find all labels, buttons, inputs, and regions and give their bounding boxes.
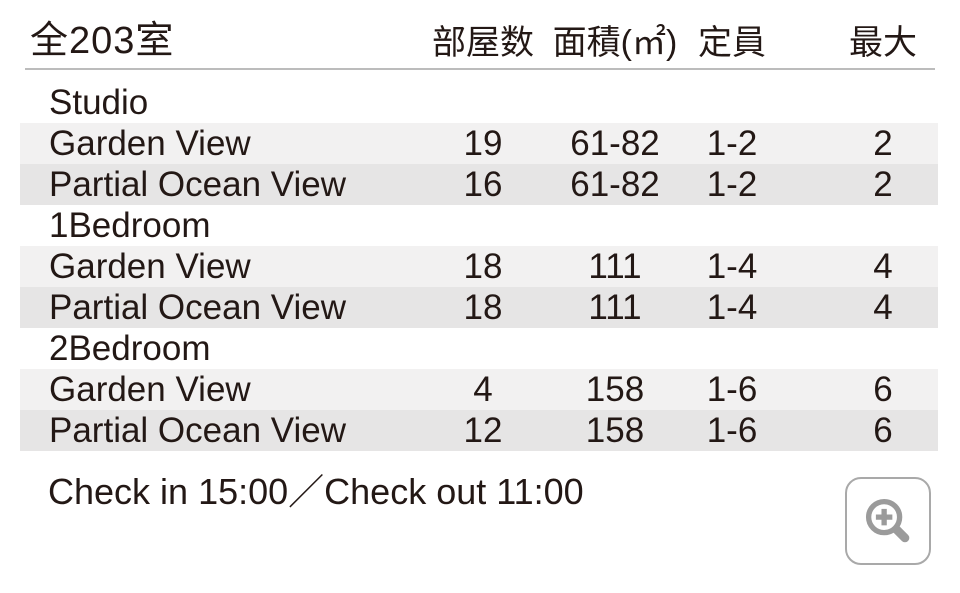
rooms-count: 4 bbox=[473, 370, 493, 409]
capacity-value: 1-6 bbox=[706, 370, 758, 409]
table-row: Garden View 19 61-82 1-2 2 bbox=[20, 123, 938, 164]
max-value: 4 bbox=[873, 288, 893, 327]
zoom-in-icon bbox=[865, 498, 910, 543]
column-header-rooms: 部屋数 bbox=[432, 24, 534, 62]
room-type-label: Garden View bbox=[49, 370, 251, 409]
max-value: 6 bbox=[873, 370, 893, 409]
room-type-label: Partial Ocean View bbox=[49, 288, 347, 327]
checkin-checkout-note: Check in 15:00／Check out 11:00 bbox=[48, 471, 584, 512]
capacity-value: 1-2 bbox=[706, 124, 758, 163]
room-type-label: Garden View bbox=[49, 124, 251, 163]
capacity-value: 1-6 bbox=[706, 411, 758, 450]
area-value: 61-82 bbox=[570, 165, 660, 204]
table-row: Garden View 4 158 1-6 6 bbox=[20, 369, 938, 410]
table-row: Garden View 18 111 1-4 4 bbox=[20, 246, 938, 287]
room-type-label: Partial Ocean View bbox=[49, 411, 347, 450]
rooms-count: 16 bbox=[463, 165, 503, 204]
header-divider bbox=[25, 68, 935, 70]
total-rooms-label: 全203室 bbox=[30, 20, 175, 62]
table-row: Partial Ocean View 16 61-82 1-2 2 bbox=[20, 164, 938, 205]
area-value: 111 bbox=[588, 288, 642, 327]
room-table: Studio Garden View 19 61-82 1-2 2 Partia… bbox=[20, 82, 938, 451]
table-row: Partial Ocean View 18 111 1-4 4 bbox=[20, 287, 938, 328]
section-header-studio: Studio bbox=[20, 82, 938, 123]
rooms-count: 18 bbox=[463, 288, 503, 327]
max-value: 6 bbox=[873, 411, 893, 450]
column-header-area: 面積(㎡) bbox=[552, 24, 678, 62]
rooms-count: 18 bbox=[463, 247, 503, 286]
max-value: 4 bbox=[873, 247, 893, 286]
max-value: 2 bbox=[873, 165, 893, 204]
column-header-max: 最大 bbox=[849, 24, 917, 62]
capacity-value: 1-4 bbox=[706, 288, 758, 327]
area-value: 111 bbox=[588, 247, 642, 286]
capacity-value: 1-2 bbox=[706, 165, 758, 204]
table-header: 全203室 部屋数 面積(㎡) 定員 最大 bbox=[20, 16, 938, 66]
zoom-button[interactable] bbox=[845, 477, 931, 565]
max-value: 2 bbox=[873, 124, 893, 163]
table-row: Partial Ocean View 12 158 1-6 6 bbox=[20, 410, 938, 451]
area-value: 61-82 bbox=[570, 124, 660, 163]
section-header-1bedroom: 1Bedroom bbox=[20, 205, 938, 246]
area-value: 158 bbox=[585, 411, 645, 450]
rooms-count: 19 bbox=[463, 124, 503, 163]
area-value: 158 bbox=[585, 370, 645, 409]
section-header-2bedroom: 2Bedroom bbox=[20, 328, 938, 369]
column-header-capacity: 定員 bbox=[698, 24, 766, 62]
capacity-value: 1-4 bbox=[706, 247, 758, 286]
room-type-label: Partial Ocean View bbox=[49, 165, 347, 204]
room-type-label: Garden View bbox=[49, 247, 251, 286]
rooms-count: 12 bbox=[463, 411, 503, 450]
